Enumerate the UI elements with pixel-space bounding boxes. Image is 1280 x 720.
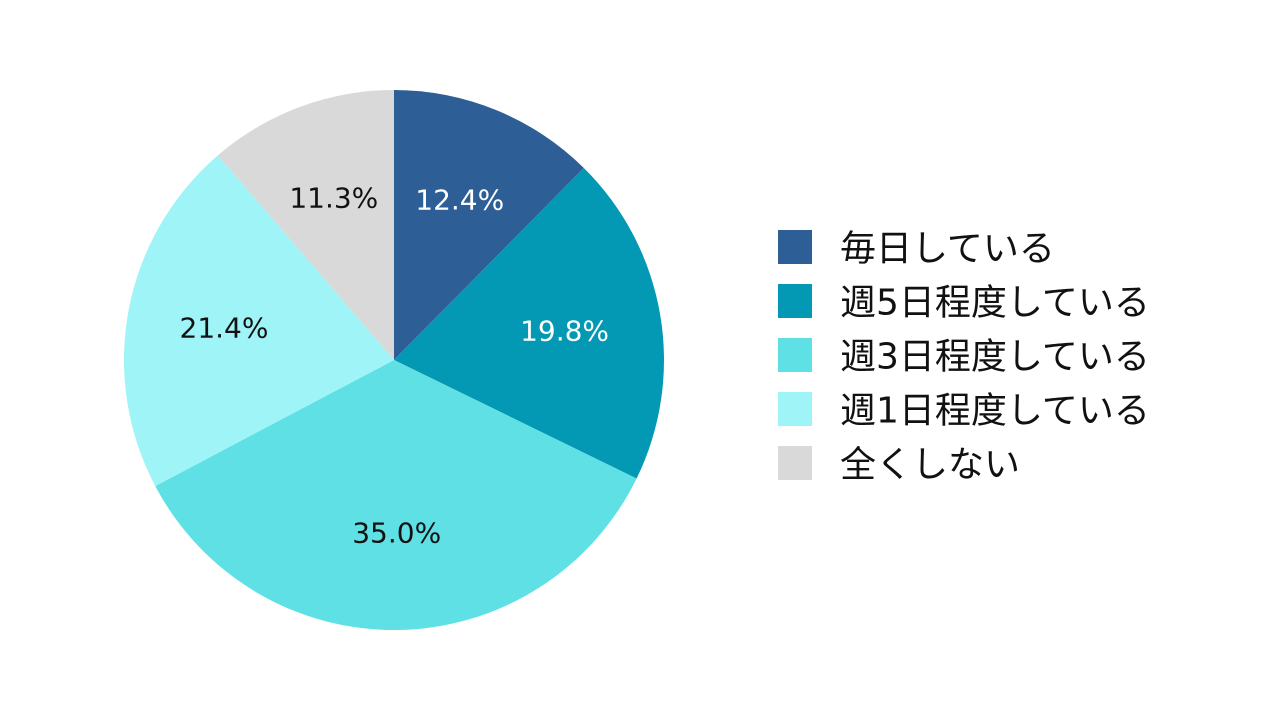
pie-slice-labels: 12.4% 19.8% 35.0% 21.4% 11.3% bbox=[180, 181, 609, 549]
pie-slice-label-1: 12.4% bbox=[415, 183, 504, 216]
legend-label-4: 週1日程度している bbox=[840, 391, 1150, 432]
pie-slices bbox=[124, 90, 664, 630]
pie-slice-3 bbox=[155, 360, 637, 630]
legend-swatch-3 bbox=[778, 338, 812, 372]
legend-swatch-4 bbox=[778, 392, 812, 426]
pie-slice-label-5: 11.3% bbox=[289, 181, 378, 214]
pie-slice-5 bbox=[217, 90, 394, 360]
pie-slice-label-4: 21.4% bbox=[180, 311, 269, 344]
legend-swatch-2 bbox=[778, 284, 812, 318]
legend-label-1: 毎日している bbox=[840, 229, 1055, 270]
legend-label-3: 週3日程度している bbox=[840, 337, 1150, 378]
pie-slice-2 bbox=[394, 168, 664, 479]
pie-slice-label-2: 19.8% bbox=[520, 315, 609, 348]
legend-swatch-1 bbox=[778, 230, 812, 264]
legend-swatch-5 bbox=[778, 446, 812, 480]
legend-label-5: 全くしない bbox=[840, 445, 1020, 486]
pie-slice-label-3: 35.0% bbox=[352, 516, 441, 549]
pie-slice-1 bbox=[394, 90, 584, 360]
legend-label-2: 週5日程度している bbox=[840, 283, 1150, 324]
pie-slice-4 bbox=[124, 155, 395, 487]
